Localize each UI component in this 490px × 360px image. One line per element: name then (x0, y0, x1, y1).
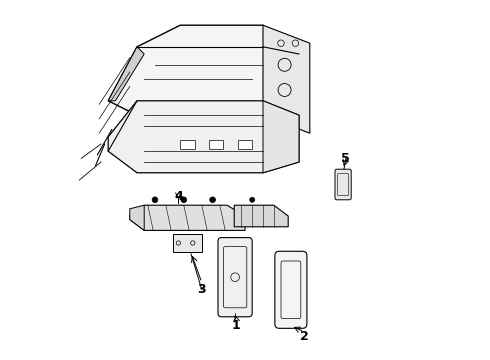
Polygon shape (173, 234, 202, 252)
Polygon shape (130, 205, 245, 230)
Text: 4: 4 (174, 190, 183, 203)
Text: 2: 2 (300, 330, 309, 343)
Polygon shape (108, 101, 299, 173)
Circle shape (210, 197, 216, 203)
Bar (209, 140, 223, 149)
Bar (180, 140, 195, 149)
Polygon shape (130, 205, 144, 230)
Polygon shape (263, 101, 299, 173)
Polygon shape (108, 25, 299, 137)
Text: 3: 3 (197, 283, 206, 296)
Polygon shape (234, 205, 288, 227)
Text: 5: 5 (342, 152, 350, 165)
Bar (238, 140, 252, 149)
FancyBboxPatch shape (275, 251, 307, 328)
Polygon shape (108, 47, 144, 101)
Circle shape (152, 197, 158, 203)
Circle shape (181, 197, 187, 203)
Circle shape (250, 197, 255, 202)
Polygon shape (263, 25, 310, 133)
FancyBboxPatch shape (335, 169, 351, 200)
Text: 1: 1 (232, 319, 241, 332)
FancyBboxPatch shape (218, 238, 252, 317)
